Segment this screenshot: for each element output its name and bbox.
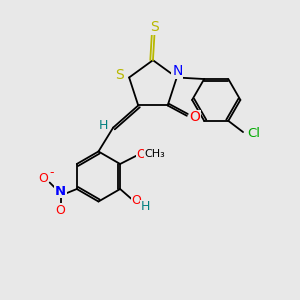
- Text: N: N: [172, 64, 182, 78]
- Text: O: O: [131, 194, 141, 207]
- Text: O: O: [56, 204, 65, 217]
- Text: H: H: [99, 119, 109, 132]
- Text: O: O: [137, 148, 147, 161]
- Text: O: O: [38, 172, 48, 185]
- Text: S: S: [150, 20, 159, 34]
- Text: -: -: [50, 166, 54, 179]
- Text: O: O: [190, 110, 200, 124]
- Text: H: H: [140, 200, 150, 213]
- Text: Cl: Cl: [247, 127, 260, 140]
- Text: N: N: [55, 184, 66, 198]
- Text: S: S: [115, 68, 124, 82]
- Text: CH₃: CH₃: [144, 149, 165, 159]
